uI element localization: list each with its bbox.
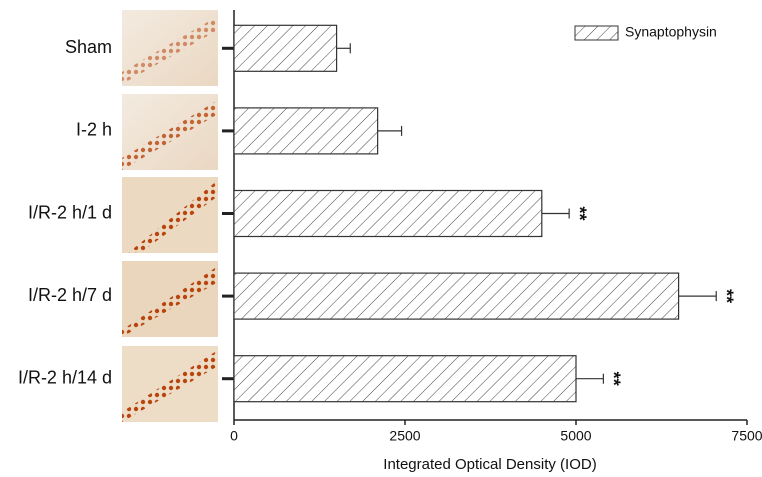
legend-swatch [574,25,619,41]
error-bar [541,208,570,219]
y-tick-label: Sham [65,37,112,57]
significance: ** [716,289,736,303]
error-bar [576,373,604,384]
bar [233,24,338,72]
legend-label: Synaptophysin [625,24,717,40]
micrographs [122,10,218,422]
legend: Synaptophysin [574,24,717,41]
x-tick-label: 7500 [731,428,762,444]
significance: ** [604,372,624,386]
bar [233,189,543,238]
y-tick-label: I-2 h [76,120,112,140]
error-bar [336,43,351,54]
error-bar [678,291,717,302]
x-tick-label: 2500 [389,428,420,444]
micrograph [122,346,218,422]
micrograph [122,261,218,337]
x-tick-label: 0 [230,428,238,444]
x-tick-label: 5000 [560,428,591,444]
micrograph [122,177,218,253]
y-tick-label: I/R-2 h/7 d [28,285,112,305]
bar [233,107,379,155]
error-bar [377,125,403,136]
y-tick-label: I/R-2 h/14 d [18,367,112,387]
significance: ** [569,206,589,220]
y-tick-label: I/R-2 h/1 d [28,202,112,222]
bar [233,355,577,403]
x-axis-label: Integrated Optical Density (IOD) [383,456,596,473]
bar [233,272,680,320]
micrograph [122,10,218,86]
micrograph [122,94,218,170]
